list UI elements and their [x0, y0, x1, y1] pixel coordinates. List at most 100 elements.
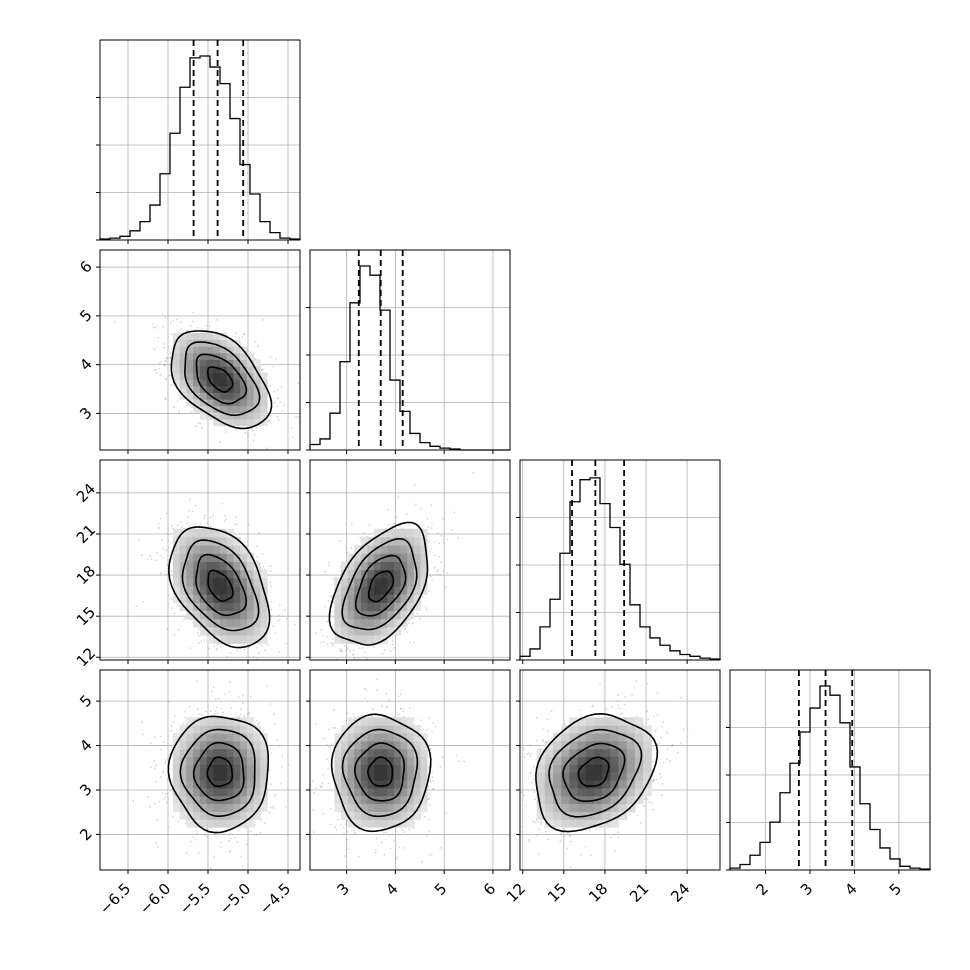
density-cell	[226, 392, 234, 400]
density-cell	[240, 418, 248, 427]
sample-point	[257, 345, 259, 348]
density-cell	[220, 740, 228, 750]
density-cell	[253, 772, 261, 781]
sample-point	[243, 715, 245, 717]
density-cell	[380, 594, 388, 603]
density-cell	[220, 545, 228, 554]
density-cell	[400, 594, 408, 603]
density-cell	[387, 602, 395, 612]
sample-point	[315, 632, 318, 635]
density-cell	[400, 577, 408, 587]
sample-point	[219, 845, 222, 848]
sample-point	[437, 569, 440, 572]
density-cell	[347, 610, 355, 620]
density-cell	[226, 748, 234, 758]
density-cell	[213, 780, 221, 789]
density-cell	[193, 545, 201, 554]
density-cell	[233, 780, 241, 789]
sample-point	[158, 527, 160, 529]
density-cell	[220, 635, 228, 644]
density-cell	[193, 725, 201, 734]
density-cell	[393, 569, 402, 579]
density-cell	[220, 602, 228, 612]
sample-point	[328, 561, 330, 564]
sample-point	[197, 422, 200, 424]
density-cell	[240, 553, 248, 562]
sample-point	[243, 333, 246, 335]
sample-point	[273, 401, 276, 404]
sample-point	[155, 764, 158, 766]
density-cell	[220, 528, 228, 538]
density-cell	[220, 405, 228, 413]
density-cell	[387, 553, 395, 562]
sample-point	[267, 419, 270, 422]
density-cell	[233, 803, 241, 812]
sample-point	[164, 397, 167, 400]
density-cell	[226, 819, 234, 828]
sample-point	[154, 368, 157, 371]
density-cell	[233, 594, 241, 603]
density-cell	[226, 553, 234, 562]
density-cell	[393, 561, 402, 571]
density-cell	[199, 405, 208, 413]
sample-point	[291, 436, 294, 439]
density-cell	[213, 819, 221, 828]
contour-line	[367, 570, 395, 603]
sample-point	[240, 713, 242, 716]
sample-point	[164, 363, 167, 366]
sample-point	[326, 643, 329, 646]
contour-line	[170, 330, 273, 430]
density-cell	[172, 780, 181, 789]
sample-point	[255, 719, 258, 722]
sample-point	[173, 612, 176, 615]
density-cell	[220, 359, 228, 367]
density-cell	[206, 772, 214, 781]
sample-point	[425, 609, 428, 612]
sample-point	[432, 788, 434, 791]
sample-point	[429, 574, 431, 576]
density-cell	[374, 536, 382, 546]
sample-point	[169, 352, 172, 355]
sample-point	[272, 807, 275, 810]
density-cell	[186, 339, 194, 347]
density-cell	[240, 635, 248, 644]
sample-point	[311, 672, 313, 674]
density-cell	[226, 359, 234, 367]
contour-line	[168, 526, 271, 649]
density-cell	[220, 819, 228, 828]
sample-point	[173, 406, 175, 409]
sample-point	[276, 619, 279, 622]
density-cell	[240, 725, 248, 734]
density-cell	[387, 626, 395, 636]
sample-point	[165, 512, 168, 515]
density-cell	[220, 346, 228, 354]
density-cell	[380, 536, 388, 546]
density-cell	[172, 740, 181, 750]
density-cell	[260, 399, 268, 407]
hist-frame-0	[99, 39, 301, 241]
density-cell	[233, 610, 241, 620]
sample-point	[192, 836, 195, 839]
density-cell	[220, 412, 228, 420]
density-cell	[246, 392, 255, 400]
sample-point	[243, 648, 246, 651]
sample-point	[200, 640, 203, 643]
density-cell	[199, 412, 208, 420]
density-cell	[199, 610, 208, 620]
sample-point	[264, 649, 267, 652]
sample-point	[220, 841, 222, 844]
sample-point	[333, 708, 335, 711]
density-cell	[199, 346, 208, 354]
sample-point	[398, 846, 401, 849]
density-cell	[193, 379, 201, 387]
density-cell	[213, 733, 221, 742]
density-cell	[253, 811, 261, 820]
density-cell	[400, 545, 408, 554]
density-cell	[186, 748, 194, 758]
sample-point	[352, 654, 355, 657]
density-cell	[253, 412, 261, 420]
density-cell	[199, 618, 208, 628]
sample-point	[132, 799, 134, 802]
sample-point	[165, 357, 168, 360]
density-cell	[347, 618, 355, 628]
